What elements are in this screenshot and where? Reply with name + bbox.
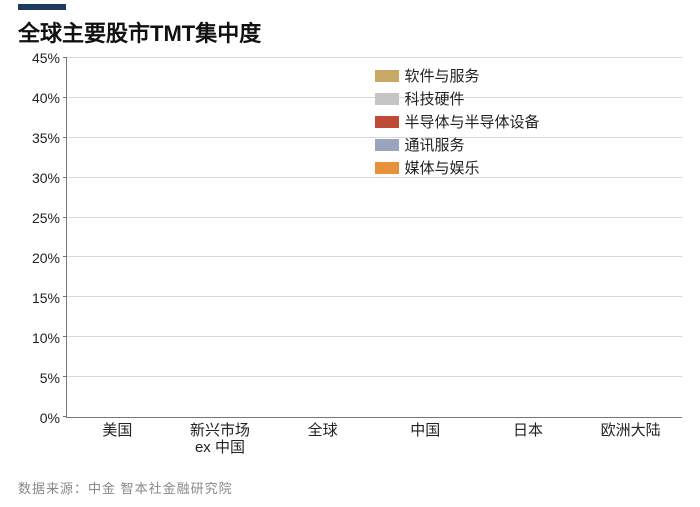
x-tick-label: 新兴市场ex 中国 bbox=[169, 418, 272, 458]
accent-bar bbox=[18, 4, 66, 10]
y-tick-mark bbox=[63, 296, 67, 297]
legend-swatch bbox=[375, 162, 399, 174]
y-tick-label: 45% bbox=[18, 50, 60, 66]
plot-area: 软件与服务科技硬件半导体与半导体设备通讯服务媒体与娱乐 bbox=[66, 58, 682, 418]
chart: 0%5%10%15%20%25%30%35%40%45% 软件与服务科技硬件半导… bbox=[18, 58, 682, 458]
y-tick-label: 25% bbox=[18, 210, 60, 226]
legend-item: 通讯服务 bbox=[375, 134, 540, 155]
legend-swatch bbox=[375, 93, 399, 105]
x-tick-label: 欧洲大陆 bbox=[579, 418, 682, 458]
y-tick-label: 5% bbox=[18, 370, 60, 386]
legend-label: 软件与服务 bbox=[405, 65, 480, 86]
legend-item: 半导体与半导体设备 bbox=[375, 111, 540, 132]
y-tick-mark bbox=[63, 217, 67, 218]
legend-swatch bbox=[375, 139, 399, 151]
x-tick-label: 日本 bbox=[477, 418, 580, 458]
legend-label: 半导体与半导体设备 bbox=[405, 111, 540, 132]
y-tick-mark bbox=[63, 177, 67, 178]
y-tick-label: 30% bbox=[18, 170, 60, 186]
y-tick-mark bbox=[63, 137, 67, 138]
y-tick-mark bbox=[63, 336, 67, 337]
x-tick-label: 全球 bbox=[271, 418, 374, 458]
source-text: 数据来源：中金 智本社金融研究院 bbox=[18, 478, 233, 497]
y-tick-mark bbox=[63, 57, 67, 58]
y-tick-label: 10% bbox=[18, 330, 60, 346]
legend-label: 科技硬件 bbox=[405, 88, 465, 109]
y-tick-label: 15% bbox=[18, 290, 60, 306]
x-tick-label: 美国 bbox=[66, 418, 169, 458]
y-tick-label: 40% bbox=[18, 90, 60, 106]
legend-swatch bbox=[375, 70, 399, 82]
legend-item: 软件与服务 bbox=[375, 65, 540, 86]
y-tick-mark bbox=[63, 416, 67, 417]
chart-title: 全球主要股市TMT集中度 bbox=[18, 16, 261, 48]
y-tick-mark bbox=[63, 97, 67, 98]
legend-swatch bbox=[375, 116, 399, 128]
legend-label: 通讯服务 bbox=[405, 134, 465, 155]
y-axis: 0%5%10%15%20%25%30%35%40%45% bbox=[18, 58, 66, 418]
legend-item: 科技硬件 bbox=[375, 88, 540, 109]
y-tick-mark bbox=[63, 256, 67, 257]
legend: 软件与服务科技硬件半导体与半导体设备通讯服务媒体与娱乐 bbox=[375, 65, 540, 180]
page: 全球主要股市TMT集中度 0% 5% 10% 15% 20% 25% 30% 35% 40% 45… bbox=[0, 0, 700, 507]
legend-item: 媒体与娱乐 bbox=[375, 157, 540, 178]
y-tick-label: 20% bbox=[18, 250, 60, 266]
legend-label: 媒体与娱乐 bbox=[405, 157, 480, 178]
y-tick-label: 0% bbox=[18, 410, 60, 426]
x-tick-label: 中国 bbox=[374, 418, 477, 458]
x-axis-labels: 美国新兴市场ex 中国全球中国日本欧洲大陆 bbox=[66, 418, 682, 458]
y-tick-mark bbox=[63, 376, 67, 377]
y-tick-label: 35% bbox=[18, 130, 60, 146]
